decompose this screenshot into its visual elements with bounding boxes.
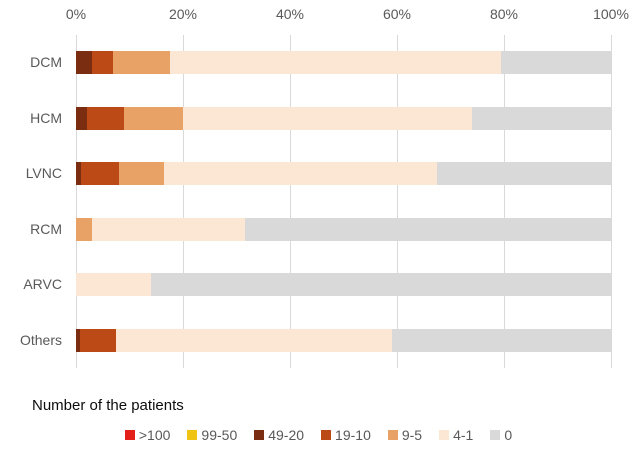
x-axis: 0% 20% 40% 60% 80% 100% xyxy=(0,6,637,26)
legend: >100 99-50 49-20 19-10 9-5 4-1 0 xyxy=(0,427,637,443)
x-axis-tick-label: 20% xyxy=(168,6,198,22)
bar-segment-1910 xyxy=(79,328,117,352)
bar-segment-41 xyxy=(116,328,392,352)
stacked-bar-rcm xyxy=(76,217,611,241)
bar-segment-4920 xyxy=(76,328,80,352)
category-label-arvc: ARVC xyxy=(23,276,62,293)
stacked-bar-arvc xyxy=(76,273,611,297)
bar-segment-1910 xyxy=(81,162,119,186)
legend-label: 99-50 xyxy=(201,427,238,443)
x-axis-tick-label: 100% xyxy=(593,6,629,22)
bar-segment-4920 xyxy=(76,106,87,130)
category-label-rcm: RCM xyxy=(30,220,62,237)
stacked-bar-hcm xyxy=(76,106,611,130)
stacked-bar-lvnc xyxy=(76,162,611,186)
legend-item: >100 xyxy=(124,427,171,443)
gridline xyxy=(290,35,291,368)
bar-segment-95 xyxy=(113,51,170,75)
gridline xyxy=(504,35,505,368)
x-axis-tick-label: 40% xyxy=(275,6,305,22)
legend-swatch-icon xyxy=(439,430,450,440)
gridline xyxy=(611,35,612,368)
legend-label: >100 xyxy=(138,427,171,443)
bar-segment-0 xyxy=(501,51,611,75)
x-axis-tick-label: 0% xyxy=(65,6,87,22)
bar-segment-4920 xyxy=(76,162,82,186)
category-label-dcm: DCM xyxy=(30,54,62,71)
category-label-others: Others xyxy=(19,331,62,348)
legend-swatch-icon xyxy=(254,430,265,440)
legend-label: 4-1 xyxy=(453,427,474,443)
legend-item: 0 xyxy=(490,427,512,443)
legend-item: 4-1 xyxy=(439,427,473,443)
category-label-hcm: HCM xyxy=(30,109,62,126)
gridline xyxy=(183,35,184,368)
bar-segment-41 xyxy=(92,217,245,241)
bar-segment-4920 xyxy=(76,51,93,75)
stacked-bar-others xyxy=(76,328,611,352)
bar-segment-0 xyxy=(244,217,611,241)
legend-label: 9-5 xyxy=(401,427,423,443)
bar-segment-41 xyxy=(169,51,502,75)
legend-item: 99-50 xyxy=(187,427,237,443)
plot-area xyxy=(76,35,612,368)
legend-item: 19-10 xyxy=(321,427,371,443)
legend-swatch-icon xyxy=(187,430,198,440)
bar-segment-41 xyxy=(182,106,472,130)
bar-segment-41 xyxy=(164,162,438,186)
legend-swatch-icon xyxy=(124,430,135,440)
stacked-bar-dcm xyxy=(76,51,611,75)
legend-label: 19-10 xyxy=(335,427,371,443)
bar-segment-0 xyxy=(471,106,611,130)
gridline xyxy=(76,35,77,368)
legend-swatch-icon xyxy=(490,430,501,440)
x-axis-tick-label: 60% xyxy=(382,6,412,22)
x-axis-tick-label: 80% xyxy=(489,6,519,22)
bar-segment-0 xyxy=(391,328,611,352)
legend-item: 9-5 xyxy=(387,427,423,443)
legend-swatch-icon xyxy=(321,430,332,440)
gridline xyxy=(397,35,398,368)
legend-label: 49-20 xyxy=(268,427,305,443)
legend-label: 0 xyxy=(504,427,513,443)
bar-segment-95 xyxy=(76,217,93,241)
bar-segment-95 xyxy=(124,106,183,130)
category-label-lvnc: LVNC xyxy=(25,165,62,182)
bar-segment-0 xyxy=(150,273,611,297)
bar-segment-41 xyxy=(76,273,151,297)
bar-segment-95 xyxy=(118,162,165,186)
bar-segment-0 xyxy=(437,162,611,186)
bar-segment-1910 xyxy=(86,106,125,130)
bar-segment-1910 xyxy=(92,51,114,75)
legend-item: 49-20 xyxy=(254,427,304,443)
legend-swatch-icon xyxy=(387,430,398,440)
legend-title: Number of the patients xyxy=(32,397,184,414)
